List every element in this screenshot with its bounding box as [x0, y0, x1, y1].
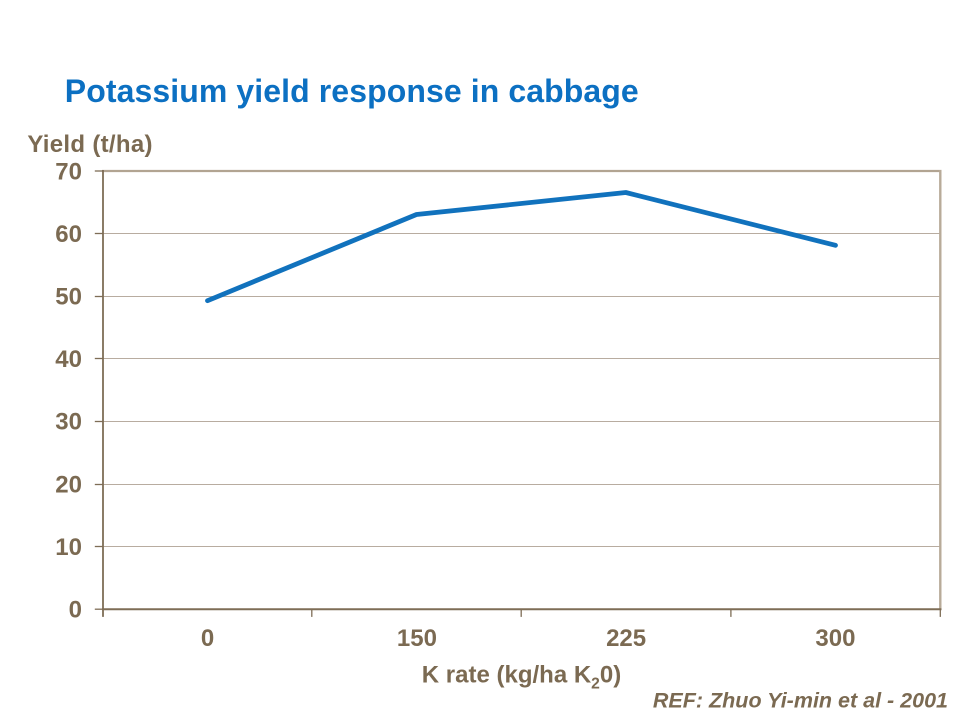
svg-text:225: 225	[606, 625, 646, 652]
svg-text:10: 10	[55, 534, 82, 561]
svg-text:Potassium yield response in ca: Potassium yield response in cabbage	[65, 73, 639, 109]
svg-text:0: 0	[201, 625, 214, 652]
svg-text:300: 300	[815, 625, 855, 652]
svg-text:Yield (t/ha): Yield (t/ha)	[27, 131, 152, 158]
svg-text:K rate (kg/ha K20): K rate (kg/ha K20)	[422, 662, 621, 693]
svg-text:REF: Zhuo Yi-min et al - 2001: REF: Zhuo Yi-min et al - 2001	[653, 689, 948, 713]
svg-text:60: 60	[55, 221, 82, 248]
svg-text:30: 30	[55, 409, 82, 436]
svg-text:70: 70	[55, 158, 82, 185]
svg-text:40: 40	[55, 346, 82, 373]
svg-text:20: 20	[55, 471, 82, 498]
svg-text:150: 150	[397, 625, 437, 652]
svg-text:0: 0	[69, 597, 82, 624]
svg-text:50: 50	[55, 284, 82, 311]
